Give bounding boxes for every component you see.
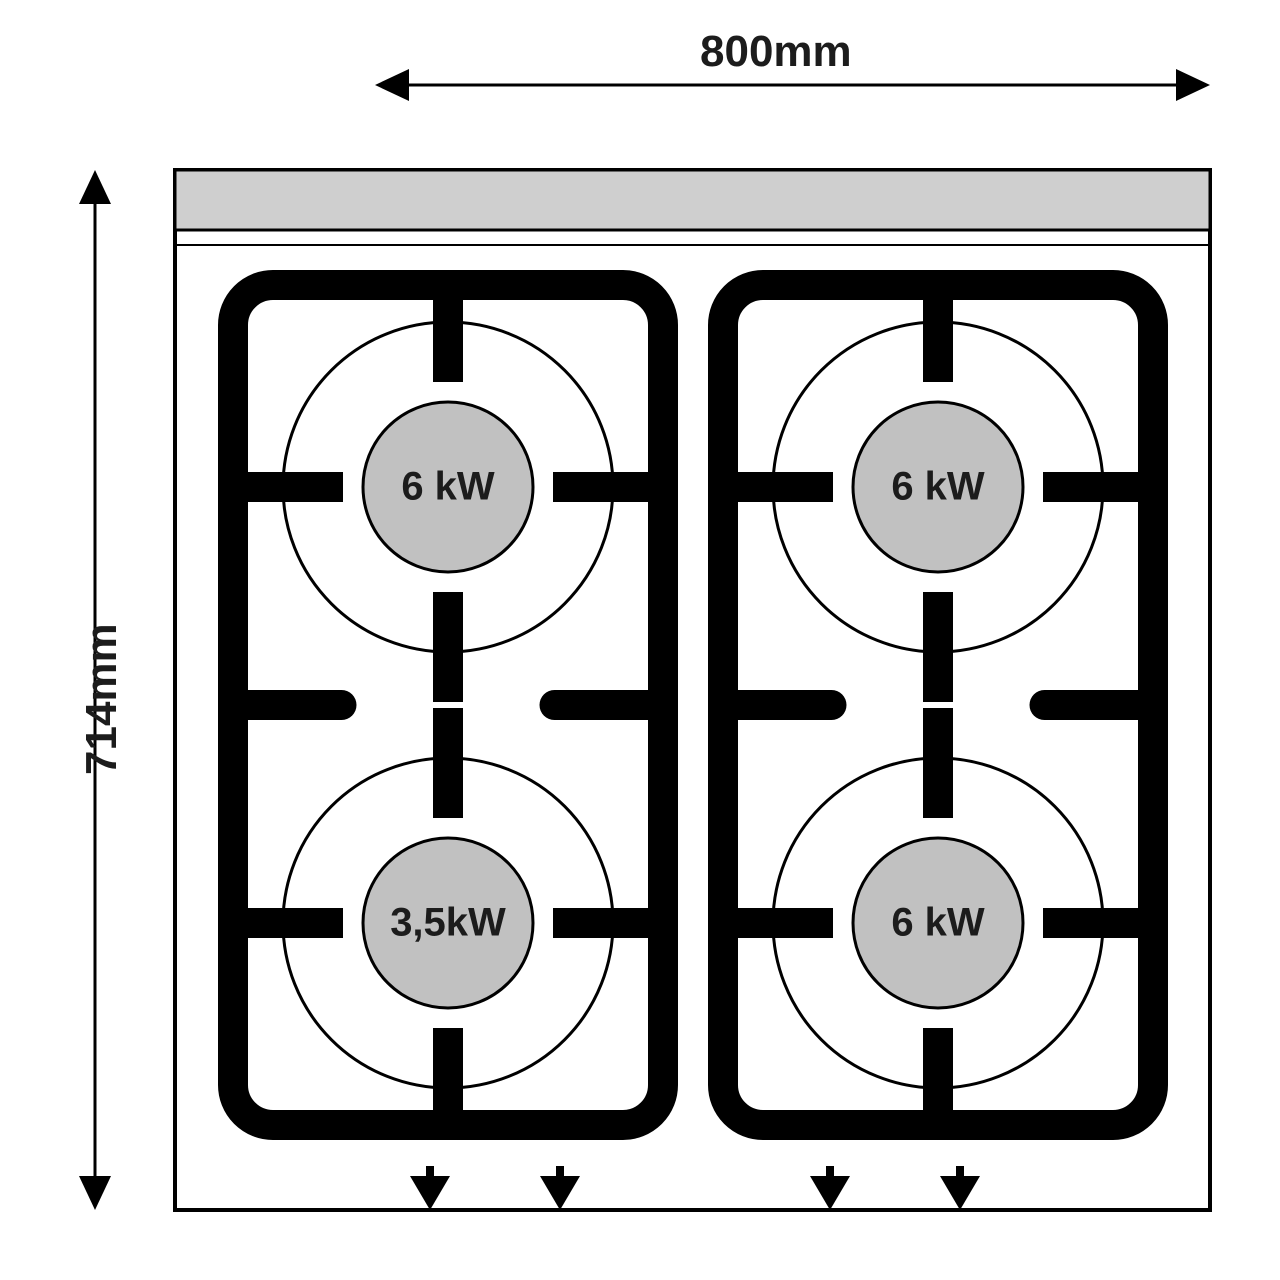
dimension-width-label: 800mm xyxy=(700,27,852,77)
stove-top-bar xyxy=(175,170,1210,230)
stove-diagram-svg: 6 kW 6 kW 3,5kW 6 kW xyxy=(0,0,1280,1280)
burner-power-label-3: 6 kW xyxy=(891,901,985,945)
dimension-height-arrow-top xyxy=(79,170,111,204)
burner-power-label-0: 6 kW xyxy=(401,465,495,509)
dimension-height-label: 714mm xyxy=(77,623,127,775)
dimension-width-arrow-right xyxy=(1176,69,1210,101)
diagram-stage: 6 kW 6 kW 3,5kW 6 kW 800mm 714mm xyxy=(0,0,1280,1280)
dimension-height-arrow-bottom xyxy=(79,1176,111,1210)
burner-power-label-1: 6 kW xyxy=(891,465,985,509)
burner-power-label-2: 3,5kW xyxy=(390,901,506,945)
dimension-width-arrow-left xyxy=(375,69,409,101)
